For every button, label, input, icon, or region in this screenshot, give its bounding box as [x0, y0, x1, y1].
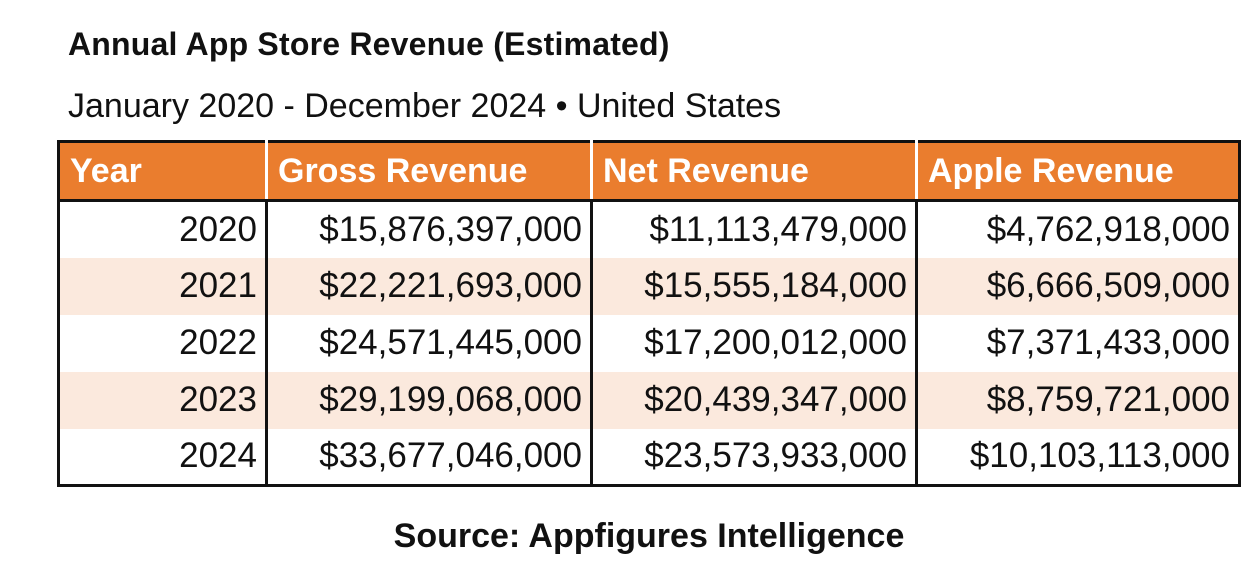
table-row: 2022 $24,571,445,000 $17,200,012,000 $7,…: [58, 314, 1240, 372]
cell-gross-revenue: $15,876,397,000: [265, 200, 592, 258]
cell-year: 2021: [58, 257, 267, 315]
cell-apple-revenue: $10,103,113,000: [915, 428, 1240, 486]
cell-gross-revenue: $24,571,445,000: [265, 314, 592, 372]
cell-year: 2024: [58, 428, 267, 486]
cell-year: 2023: [58, 371, 267, 429]
source-note: Source: Appfigures Intelligence: [393, 517, 905, 555]
table-row: 2024 $33,677,046,000 $23,573,933,000 $10…: [58, 428, 1240, 486]
header-apple-revenue: Apple Revenue: [915, 141, 1240, 202]
cell-apple-revenue: $7,371,433,000: [915, 314, 1240, 372]
cell-net-revenue: $15,555,184,000: [590, 257, 917, 315]
table-row: 2020 $15,876,397,000 $11,113,479,000 $4,…: [58, 200, 1240, 258]
cell-gross-revenue: $33,677,046,000: [265, 428, 592, 486]
cell-apple-revenue: $8,759,721,000: [915, 371, 1240, 429]
cell-net-revenue: $23,573,933,000: [590, 428, 917, 486]
table-title: Annual App Store Revenue (Estimated): [68, 26, 670, 62]
cell-net-revenue: $17,200,012,000: [590, 314, 917, 372]
table-header-row: Year Gross Revenue Net Revenue Apple Rev…: [58, 141, 1240, 202]
cell-net-revenue: $20,439,347,000: [590, 371, 917, 429]
header-gross-revenue: Gross Revenue: [265, 141, 592, 202]
header-net-revenue: Net Revenue: [590, 141, 917, 202]
table-row: 2021 $22,221,693,000 $15,555,184,000 $6,…: [58, 257, 1240, 315]
table-subtitle: January 2020 - December 2024 • United St…: [68, 87, 782, 125]
cell-net-revenue: $11,113,479,000: [590, 200, 917, 258]
cell-gross-revenue: $22,221,693,000: [265, 257, 592, 315]
cell-apple-revenue: $6,666,509,000: [915, 257, 1240, 315]
cell-year: 2022: [58, 314, 267, 372]
header-year: Year: [58, 141, 267, 202]
cell-gross-revenue: $29,199,068,000: [265, 371, 592, 429]
table-row: 2023 $29,199,068,000 $20,439,347,000 $8,…: [58, 371, 1240, 429]
cell-apple-revenue: $4,762,918,000: [915, 200, 1240, 258]
cell-year: 2020: [58, 200, 267, 258]
revenue-table: Year Gross Revenue Net Revenue Apple Rev…: [57, 140, 1241, 487]
